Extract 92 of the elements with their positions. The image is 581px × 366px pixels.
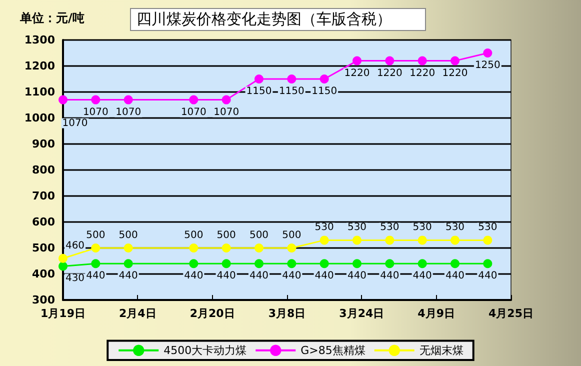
- point: [222, 259, 231, 268]
- data-label: 1250: [474, 60, 500, 71]
- data-label: 440: [118, 270, 138, 282]
- point: [385, 236, 394, 245]
- point: [287, 259, 296, 268]
- data-label: 440: [184, 270, 204, 282]
- chart-title: 四川煤炭价格变化走势图（车版含税）: [136, 10, 392, 28]
- point: [418, 236, 427, 245]
- point: [320, 259, 329, 268]
- data-label: 1070: [62, 118, 88, 129]
- data-label: 430: [65, 273, 85, 284]
- data-label: 1070: [214, 106, 240, 118]
- y-tick-label: 800: [32, 164, 56, 176]
- point: [287, 244, 296, 252]
- point: [450, 236, 460, 245]
- data-label: 530: [478, 222, 498, 234]
- data-label: 440: [249, 270, 269, 282]
- data-label: 500: [216, 230, 236, 241]
- point: [254, 74, 264, 84]
- x-tick-label: 2月20日: [190, 307, 235, 320]
- point: [222, 244, 231, 252]
- y-tick-label: 1300: [24, 34, 56, 46]
- y-tick-label: 1100: [24, 86, 56, 98]
- point: [320, 236, 329, 245]
- point: [483, 259, 492, 268]
- point: [254, 259, 264, 268]
- legend-label: G>85焦精煤: [300, 344, 366, 357]
- point: [418, 259, 427, 268]
- point: [189, 244, 198, 252]
- data-label: 1150: [278, 86, 304, 97]
- point: [385, 56, 394, 66]
- data-label: 530: [347, 222, 367, 234]
- data-label: 440: [445, 270, 465, 282]
- data-label: 440: [314, 270, 334, 282]
- data-label: 1150: [246, 86, 272, 97]
- point: [483, 236, 492, 245]
- data-label: 1150: [312, 86, 338, 97]
- x-tick-label: 3月8日: [268, 307, 306, 320]
- data-label: 500: [249, 230, 269, 241]
- data-label: 1070: [180, 106, 206, 118]
- x-tick-label: 2月4日: [119, 307, 156, 320]
- data-label: 1220: [442, 68, 468, 79]
- data-label: 500: [118, 230, 138, 241]
- y-tick-label: 900: [32, 138, 56, 150]
- point: [385, 259, 394, 268]
- data-label: 1070: [82, 106, 108, 118]
- data-label: 530: [412, 222, 432, 234]
- point: [287, 74, 296, 84]
- point: [254, 244, 264, 252]
- data-label: 440: [216, 270, 236, 282]
- data-label: 1220: [344, 68, 370, 79]
- y-tick-label: 500: [32, 242, 56, 254]
- data-label: 1220: [410, 68, 436, 79]
- point: [189, 95, 198, 104]
- y-tick-label: 300: [32, 294, 56, 306]
- data-label: 500: [86, 230, 106, 241]
- x-tick-label: 4月9日: [418, 307, 455, 320]
- point: [352, 56, 362, 66]
- legend-label: 无烟末煤: [419, 344, 464, 357]
- data-label: 500: [282, 230, 302, 241]
- data-label: 440: [86, 270, 106, 282]
- y-axis-title: 单位：元/吨: [19, 11, 84, 25]
- data-label: 440: [380, 270, 400, 282]
- point: [352, 259, 362, 268]
- data-label: 440: [412, 270, 432, 282]
- data-label: 440: [282, 270, 302, 282]
- data-label: 1070: [116, 106, 142, 118]
- data-label: 500: [184, 230, 204, 241]
- data-label: 440: [478, 270, 498, 282]
- y-tick-label: 400: [32, 268, 56, 280]
- data-label: 530: [445, 222, 465, 234]
- y-tick-label: 1000: [24, 112, 56, 124]
- y-tick-label: 600: [32, 216, 56, 228]
- point: [189, 259, 198, 268]
- data-label: 530: [314, 222, 334, 234]
- x-tick-label: 3月24日: [339, 307, 384, 320]
- legend-label: 4500大卡动力煤: [164, 344, 247, 357]
- data-label: 1220: [376, 68, 402, 79]
- x-tick-label: 4月25日: [488, 307, 534, 320]
- y-tick-label: 700: [32, 190, 56, 202]
- point: [320, 74, 329, 84]
- data-label: 440: [347, 270, 367, 282]
- y-tick-label: 1200: [24, 60, 56, 72]
- point: [450, 259, 460, 268]
- point: [450, 56, 460, 66]
- point: [352, 236, 362, 245]
- x-tick-label: 1月19日: [40, 307, 86, 320]
- point: [418, 56, 427, 66]
- point: [222, 95, 231, 104]
- data-label: 530: [380, 222, 400, 234]
- point: [483, 48, 492, 58]
- data-label: 460: [65, 240, 85, 252]
